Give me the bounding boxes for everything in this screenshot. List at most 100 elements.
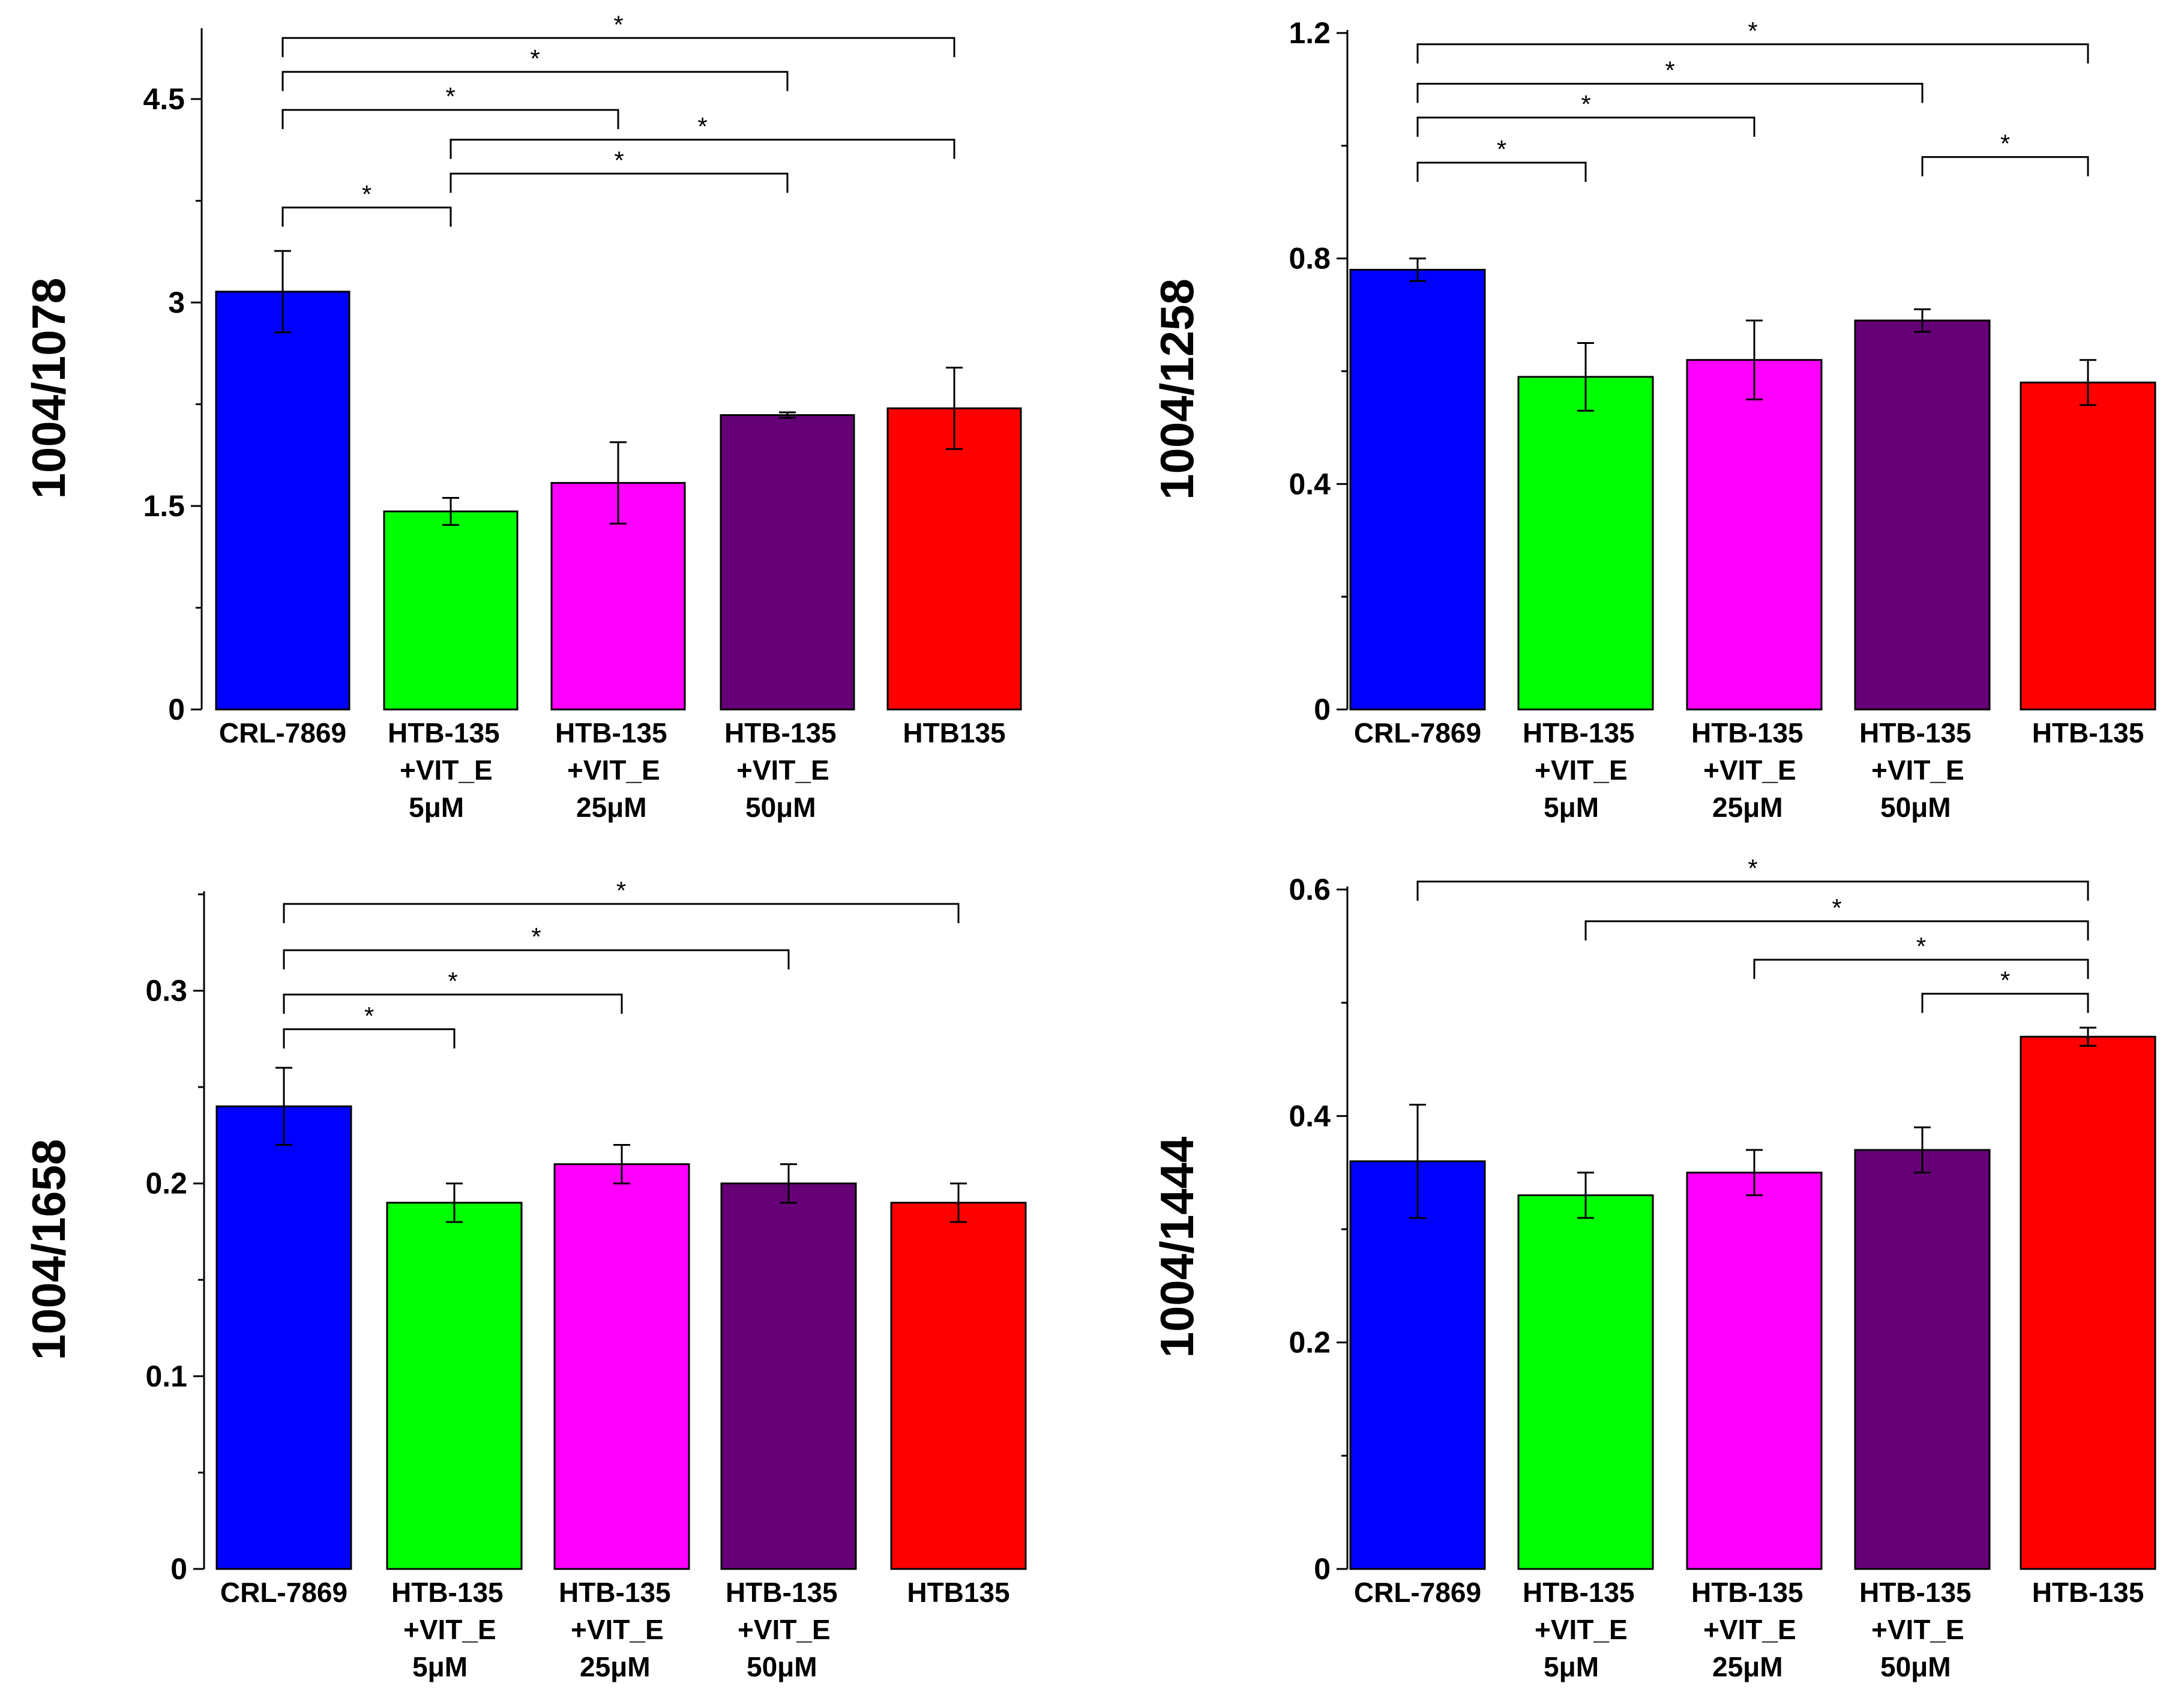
error-bar	[2080, 359, 2096, 406]
y-tick-label: 0	[1314, 1552, 1331, 1586]
x-tick-label: 25μM	[1712, 1651, 1783, 1682]
significance-star: *	[445, 82, 455, 110]
significance-bracket: *	[281, 82, 619, 130]
x-tick-label: HTB-135	[726, 1577, 838, 1608]
bar	[383, 510, 519, 711]
bar	[2020, 1035, 2156, 1570]
x-tick-label: CRL-7869	[220, 1577, 347, 1608]
error-bar	[780, 1163, 797, 1204]
x-tick-label: 25μM	[576, 792, 647, 823]
x-tick-label: HTB-135	[388, 717, 500, 748]
x-tick-label: 50μM	[1880, 792, 1951, 823]
error-bar	[1914, 1126, 1931, 1174]
significance-bracket: *	[281, 44, 789, 91]
error-bar	[1577, 342, 1594, 412]
x-tick-label: HTB-135	[559, 1577, 671, 1608]
significance-bracket: *	[283, 923, 790, 970]
bar	[1517, 376, 1654, 711]
error-bar	[1746, 1149, 1763, 1196]
x-tick-label: 25μM	[580, 1651, 651, 1682]
significance-star: *	[1748, 854, 1757, 882]
x-tick-label: +VIT_E	[1535, 754, 1628, 786]
y-tick-label: 0	[168, 693, 185, 726]
y-tick-label: 0.4	[1289, 1099, 1331, 1133]
significance-bracket: *	[281, 10, 955, 58]
bar	[2020, 381, 2156, 711]
error-bar	[779, 411, 796, 419]
bar	[215, 291, 350, 711]
x-tick-label: +VIT_E	[571, 1614, 664, 1645]
significance-bracket: *	[450, 146, 789, 193]
significance-star: *	[1748, 17, 1757, 45]
x-tick-label: HTB-135	[555, 717, 667, 748]
x-tick-label: 50μM	[745, 792, 816, 823]
error-bar	[1577, 1172, 1594, 1219]
y-tick-label: 0	[170, 1552, 187, 1586]
significance-star: *	[613, 10, 623, 38]
chart-panel-bottom-right: 0 0.2 0.4 0.6 1004/1444 CRL-7869 HTB-135 +VIT_E…	[1128, 852, 2184, 1695]
x-tick-label: +VIT_E	[567, 754, 660, 786]
bar	[1854, 1149, 1991, 1570]
y-tick-label: 4.5	[143, 82, 185, 116]
bar	[1349, 1160, 1486, 1570]
significance-bracket: *	[1416, 854, 2089, 901]
error-bar	[946, 366, 963, 450]
error-bar	[610, 441, 627, 525]
bar	[1517, 1194, 1654, 1570]
error-bar	[613, 1143, 630, 1185]
x-tick-label: +VIT_E	[1871, 754, 1964, 786]
y-tick-label: 0	[1314, 693, 1331, 726]
error-bar	[1746, 319, 1763, 400]
significance-star: *	[2000, 130, 2010, 158]
bar	[1686, 1172, 1823, 1570]
error-bar	[274, 250, 291, 334]
y-tick-label: 1.2	[1289, 16, 1331, 50]
significance-bracket: *	[450, 112, 955, 159]
error-bar	[1914, 308, 1931, 333]
x-tick-label: CRL-7869	[219, 717, 346, 748]
significance-bracket: *	[1416, 135, 1587, 182]
y-axis-label: 1004/1444	[1151, 1137, 1203, 1358]
significance-bracket: *	[283, 967, 623, 1014]
bar	[886, 407, 1022, 711]
bar	[215, 1105, 352, 1570]
x-tick-label: HTB-135	[1523, 717, 1635, 748]
significance-bracket: *	[1921, 966, 2089, 1013]
x-tick-label: CRL-7869	[1354, 1577, 1481, 1608]
y-axis-label: 1004/1258	[1151, 278, 1203, 500]
significance-star: *	[1581, 90, 1590, 118]
x-tick-label: HTB-135	[391, 1577, 504, 1608]
x-tick-label: +VIT_E	[1703, 1614, 1796, 1645]
bar	[386, 1202, 523, 1570]
y-tick-label: 0.2	[1289, 1326, 1331, 1359]
y-tick-label: 0.3	[145, 974, 187, 1008]
y-axis-label: 1004/1658	[22, 1139, 75, 1361]
x-tick-label: HTB-135	[724, 717, 837, 748]
significance-bracket: *	[1416, 90, 1755, 137]
x-tick-label: HTB-135	[1523, 1577, 1635, 1608]
significance-bracket: *	[1753, 932, 2089, 979]
chart-panel-top-right: 0 0.4 0.8 1.2 1004/1258 CRL-7869 HTB-135 +VIT_E…	[1128, 0, 2184, 846]
significance-star: *	[362, 180, 372, 208]
y-tick-label: 0.2	[145, 1167, 187, 1200]
significance-star: *	[1497, 135, 1506, 163]
significance-star: *	[614, 146, 624, 174]
error-bar	[446, 1182, 463, 1223]
chart-1004-1078: 0 1.5 3 4.5 1004/1078 CRL-7869 HTB-135 +VIT_E 5μ…	[22, 10, 1022, 823]
significance-star: *	[2000, 966, 2010, 995]
x-tick-label: HTB135	[903, 717, 1005, 748]
significance-bracket: *	[1416, 56, 1924, 103]
x-tick-label: HTB-135	[2032, 1577, 2144, 1608]
significance-bracket: *	[283, 1002, 456, 1049]
chart-1004-1258: 0 0.4 0.8 1.2 1004/1258 CRL-7869 HTB-135 +VIT_E…	[1151, 16, 2156, 823]
y-tick-label: 0.1	[145, 1359, 187, 1393]
y-tick-label: 0.6	[1289, 873, 1331, 906]
y-tick-label: 1.5	[143, 489, 185, 523]
significance-star: *	[1832, 894, 1841, 922]
x-tick-label: HTB-135	[1691, 717, 1803, 748]
x-tick-label: +VIT_E	[400, 754, 493, 786]
x-tick-label: 50μM	[747, 1651, 817, 1682]
x-tick-label: CRL-7869	[1354, 717, 1481, 748]
significance-star: *	[448, 967, 457, 995]
